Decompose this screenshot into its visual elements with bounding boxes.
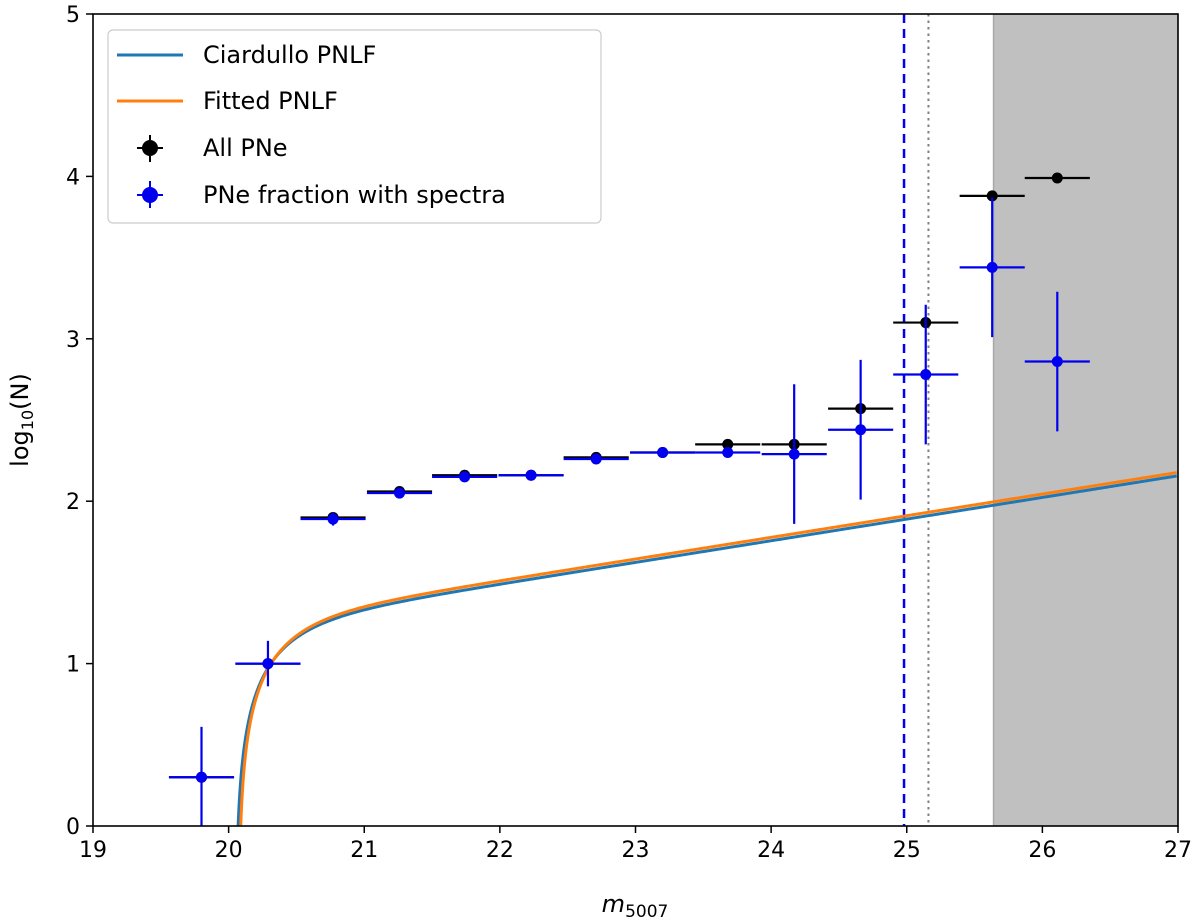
marker-all-pne-8 xyxy=(722,438,734,450)
x-tick-label-24: 24 xyxy=(757,838,785,863)
point-all-pne-12 xyxy=(959,190,1025,202)
legend: Ciardullo PNLF Fitted PNLF All PNe PNe f… xyxy=(107,29,602,224)
legend-label-all-pne: All PNe xyxy=(203,134,288,162)
y-axis-label-main: log xyxy=(6,430,34,467)
y-axis-label-subscript: 10 xyxy=(18,410,37,430)
point-all-pne-8 xyxy=(695,438,761,450)
legend-marker-all-pne xyxy=(137,135,163,162)
marker-pne-spectra-13 xyxy=(1051,356,1063,368)
marker-pne-spectra-11 xyxy=(920,369,932,381)
point-pne-spectra-12 xyxy=(959,197,1025,338)
x-tick-label-25: 25 xyxy=(893,838,921,863)
x-axis-label-subscript: 5007 xyxy=(625,902,668,922)
marker-pne-spectra-12 xyxy=(986,261,998,273)
marker-pne-spectra-3 xyxy=(394,487,406,499)
marker-pne-spectra-8 xyxy=(722,446,734,458)
marker-pne-spectra-7 xyxy=(657,446,669,458)
marker-pne-spectra-6 xyxy=(590,453,602,465)
y-tick-label-0: 0 xyxy=(66,815,80,840)
x-tick-label-22: 22 xyxy=(486,838,514,863)
x-axis-label: m5007 xyxy=(602,890,669,922)
marker-pne-spectra-9 xyxy=(788,448,800,460)
legend-box xyxy=(107,29,602,224)
legend-label-fitted: Fitted PNLF xyxy=(203,87,338,115)
x-tick-label-19: 19 xyxy=(79,838,107,863)
y-tick-label-4: 4 xyxy=(66,165,80,190)
completeness-shaded-region xyxy=(993,14,1178,826)
point-pne-spectra-2 xyxy=(300,512,366,526)
y-axis-label: log10(N) xyxy=(6,373,37,467)
curve-fitted-pnlf xyxy=(239,471,1177,826)
point-pne-spectra-9 xyxy=(761,384,827,524)
point-pne-spectra-8 xyxy=(695,446,761,458)
marker-pne-spectra-5 xyxy=(525,469,537,481)
point-pne-spectra-11 xyxy=(893,304,959,445)
legend-label-ciardullo: Ciardullo PNLF xyxy=(203,41,376,69)
marker-all-pne-12 xyxy=(986,190,998,202)
point-pne-spectra-10 xyxy=(828,359,894,500)
marker-all-pne-13 xyxy=(1051,172,1063,184)
point-pne-spectra-0 xyxy=(168,726,235,826)
legend-marker-pne-spectra xyxy=(137,181,163,208)
x-tick-label-27: 27 xyxy=(1164,838,1192,863)
marker-pne-spectra-1 xyxy=(262,658,274,670)
point-pne-spectra-7 xyxy=(630,446,696,458)
point-pne-spectra-5 xyxy=(498,469,564,481)
marker-pne-spectra-4 xyxy=(459,471,471,483)
marker-pne-spectra-2 xyxy=(327,513,339,525)
point-pne-spectra-1 xyxy=(235,640,301,687)
y-tick-label-3: 3 xyxy=(66,328,80,353)
x-tick-label-23: 23 xyxy=(622,838,650,863)
y-axis-label-suffix: (N) xyxy=(6,373,34,410)
x-tick-label-21: 21 xyxy=(350,838,378,863)
y-tick-label-2: 2 xyxy=(66,490,80,515)
point-pne-spectra-3 xyxy=(366,487,433,499)
x-tick-label-26: 26 xyxy=(1028,838,1056,863)
x-tick-label-20: 20 xyxy=(215,838,243,863)
point-pne-spectra-4 xyxy=(432,471,498,483)
point-pne-spectra-13 xyxy=(1024,291,1090,432)
marker-pne-spectra-0 xyxy=(196,771,207,783)
point-all-pne-13 xyxy=(1024,172,1090,184)
y-tick-label-1: 1 xyxy=(66,653,80,678)
legend-label-pne-spectra: PNe fraction with spectra xyxy=(203,181,506,209)
y-tick-label-5: 5 xyxy=(66,3,80,28)
x-axis-label-main: m xyxy=(602,890,625,918)
marker-pne-spectra-10 xyxy=(855,424,867,436)
point-pne-spectra-6 xyxy=(563,453,629,465)
